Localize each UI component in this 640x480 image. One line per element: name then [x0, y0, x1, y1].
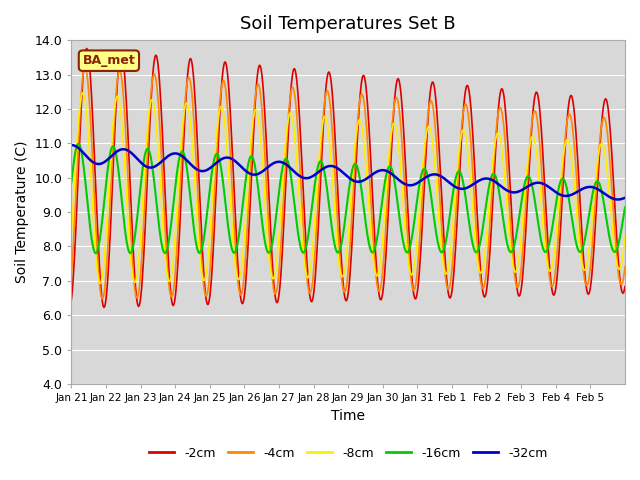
Title: Soil Temperatures Set B: Soil Temperatures Set B [241, 15, 456, 33]
Line: -4cm: -4cm [72, 67, 625, 299]
-8cm [407, 271, 415, 277]
-16cm [134, 209, 141, 215]
Text: BA_met: BA_met [83, 54, 135, 67]
-2cm [236, 286, 243, 291]
Y-axis label: Soil Temperature (C): Soil Temperature (C) [15, 141, 29, 283]
-2cm [263, 154, 271, 159]
-8cm [438, 249, 445, 254]
-2cm [134, 302, 141, 308]
-16cm [284, 159, 292, 165]
-32cm [283, 162, 291, 168]
-4cm [134, 294, 141, 300]
-2cm [100, 305, 108, 311]
-4cm [438, 227, 445, 232]
-4cm [236, 290, 243, 296]
-16cm [236, 228, 243, 234]
-8cm [68, 231, 76, 237]
-4cm [407, 273, 415, 279]
Line: -2cm: -2cm [72, 48, 625, 308]
-8cm [236, 275, 243, 281]
-16cm [621, 204, 629, 210]
-8cm [263, 229, 271, 235]
-32cm [405, 182, 413, 188]
-16cm [75, 141, 83, 147]
-4cm [621, 264, 629, 270]
-4cm [284, 119, 292, 125]
-8cm [284, 118, 292, 124]
-4cm [81, 64, 89, 70]
-32cm [132, 155, 140, 161]
-16cm [68, 179, 76, 185]
-2cm [621, 284, 629, 289]
-2cm [407, 258, 415, 264]
-16cm [407, 241, 415, 247]
-32cm [436, 173, 444, 179]
-32cm [262, 166, 269, 172]
X-axis label: Time: Time [332, 408, 365, 422]
-2cm [438, 195, 445, 201]
-8cm [97, 280, 104, 286]
Line: -32cm: -32cm [72, 145, 625, 200]
-4cm [263, 193, 271, 199]
-16cm [263, 248, 271, 253]
-2cm [83, 46, 90, 51]
-32cm [234, 161, 242, 167]
-16cm [92, 251, 100, 256]
-32cm [621, 195, 629, 201]
-2cm [284, 134, 292, 140]
-4cm [68, 272, 76, 277]
-8cm [79, 90, 87, 96]
Line: -8cm: -8cm [72, 93, 625, 283]
-8cm [134, 265, 141, 271]
Line: -16cm: -16cm [72, 144, 625, 253]
Legend: -2cm, -4cm, -8cm, -16cm, -32cm: -2cm, -4cm, -8cm, -16cm, -32cm [144, 442, 552, 465]
-32cm [614, 197, 621, 203]
-2cm [68, 297, 76, 302]
-4cm [99, 296, 106, 302]
-32cm [68, 142, 76, 148]
-16cm [438, 250, 445, 255]
-8cm [621, 234, 629, 240]
